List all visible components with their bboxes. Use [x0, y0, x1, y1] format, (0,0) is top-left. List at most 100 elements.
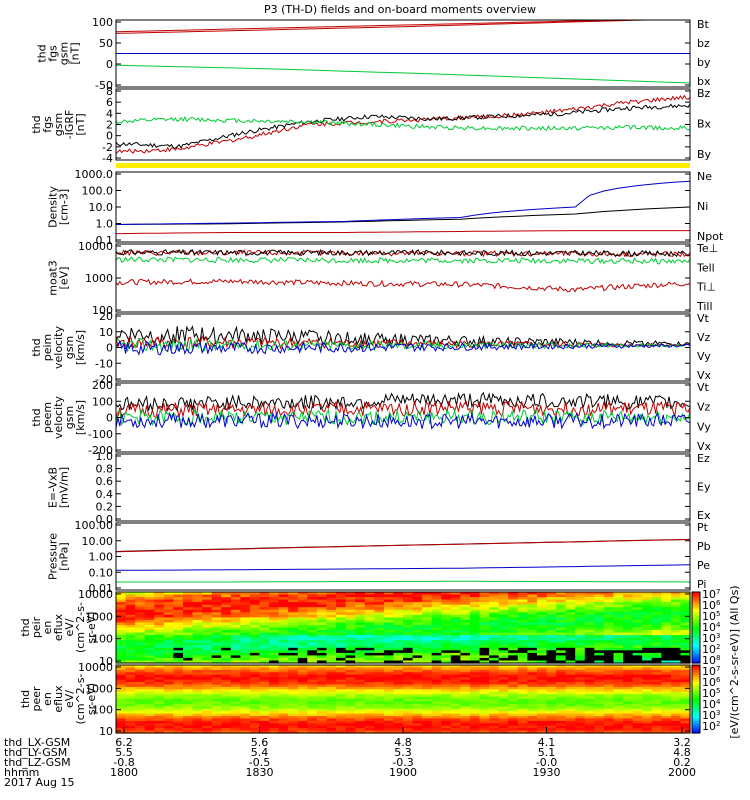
heatmap-cell — [661, 622, 672, 626]
heatmap-cell — [594, 635, 605, 639]
heatmap-cell — [565, 622, 576, 626]
heatmap-cell — [508, 650, 519, 654]
heatmap-cell — [307, 612, 318, 616]
heatmap-cell — [135, 679, 146, 683]
heatmap-cell — [221, 723, 232, 727]
heatmap-cell — [498, 696, 509, 700]
heatmap-cell — [403, 625, 414, 629]
heatmap-cell — [288, 716, 299, 719]
heatmap-cell — [623, 703, 634, 707]
heatmap-cell — [517, 682, 528, 685]
heatmap-cell — [249, 594, 261, 598]
heatmap-cell — [565, 674, 576, 678]
heatmap-cell — [116, 674, 127, 678]
heatmap-cell — [154, 617, 165, 621]
heatmap-cell — [364, 619, 375, 623]
heatmap-cell — [230, 684, 241, 688]
heatmap-cell — [202, 694, 213, 698]
heatmap-cell — [584, 655, 595, 659]
heatmap-cell — [125, 708, 136, 712]
heatmap-cell — [230, 617, 241, 621]
heatmap-cell — [412, 718, 423, 722]
heatmap-cell — [412, 630, 423, 634]
heatmap-cell — [173, 725, 184, 729]
heatmap-cell — [383, 701, 395, 705]
heatmap-cell — [230, 645, 241, 649]
heatmap-cell — [470, 706, 481, 710]
heatmap-cell — [422, 684, 433, 688]
heatmap-cell — [192, 625, 203, 629]
heatmap-cell — [479, 655, 490, 659]
heatmap-cell — [297, 619, 308, 623]
heatmap-cell — [355, 669, 366, 673]
heatmap-cell — [603, 665, 615, 668]
heatmap-cell — [508, 720, 519, 724]
heatmap-cell — [355, 614, 366, 618]
heatmap-cell — [345, 604, 356, 608]
heatmap-cell — [269, 594, 280, 598]
heatmap-cell — [163, 718, 174, 722]
heatmap-cell — [297, 723, 308, 727]
heatmap-cell — [154, 674, 165, 678]
heatmap-cell — [316, 602, 328, 606]
heatmap-cell — [422, 650, 433, 654]
heatmap-cell — [479, 728, 490, 732]
heatmap-cell — [575, 619, 586, 623]
heatmap-cell — [412, 696, 423, 700]
heatmap-cell — [125, 682, 136, 685]
heatmap-cell — [536, 642, 548, 646]
heatmap-cell — [221, 718, 232, 722]
heatmap-cell — [364, 701, 375, 705]
heatmap-cell — [642, 669, 653, 673]
heatmap-cell — [355, 706, 366, 710]
heatmap-cell — [297, 614, 308, 618]
heatmap-cell — [135, 637, 146, 641]
heatmap-cell — [326, 642, 337, 646]
heatmap-cell — [230, 665, 241, 668]
heatmap-cell — [565, 632, 576, 636]
heatmap-cell — [316, 632, 328, 636]
heatmap-cell — [154, 730, 165, 734]
heatmap-cell — [288, 630, 299, 634]
heatmap-cell — [584, 650, 595, 654]
heatmap-cell — [565, 630, 576, 634]
heatmap-cell — [163, 728, 174, 732]
heatmap-cell — [450, 617, 461, 621]
heatmap-cell — [269, 645, 280, 649]
heatmap-cell — [154, 725, 165, 729]
heatmap-cell — [489, 597, 500, 601]
heatmap-cell — [632, 642, 643, 646]
heatmap-cell — [546, 619, 557, 623]
heatmap-cell — [470, 682, 481, 685]
heatmap-cell — [240, 730, 251, 734]
colorbar-segment — [692, 632, 700, 636]
heatmap-cell — [125, 599, 136, 603]
heatmap-cell — [680, 669, 691, 673]
heatmap-cell — [116, 657, 127, 661]
heatmap-cell — [297, 696, 308, 700]
heatmap-cell — [288, 679, 299, 683]
heatmap-cell — [623, 730, 634, 734]
heatmap-cell — [135, 650, 146, 654]
heatmap-cell — [326, 684, 337, 688]
heatmap-cell — [221, 632, 232, 636]
heatmap-cell — [632, 694, 643, 698]
heatmap-cell — [192, 679, 203, 683]
y-axis-label: thd — [19, 618, 32, 636]
heatmap-cell — [546, 684, 557, 688]
heatmap-cell — [460, 614, 471, 618]
x-tick-label: 5.4 — [251, 746, 269, 759]
heatmap-cell — [288, 650, 299, 654]
heatmap-cell — [613, 655, 624, 659]
heatmap-cell — [221, 677, 232, 681]
heatmap-cell — [183, 716, 194, 719]
heatmap-cell — [670, 617, 682, 621]
heatmap-cell — [489, 642, 500, 646]
heatmap-cell — [163, 607, 174, 611]
heatmap-cell — [154, 599, 165, 603]
heatmap-cell — [441, 592, 452, 596]
heatmap-cell — [307, 706, 318, 710]
series-line-by — [115, 64, 691, 84]
heatmap-cell — [651, 706, 662, 710]
heatmap-cell — [642, 701, 653, 705]
